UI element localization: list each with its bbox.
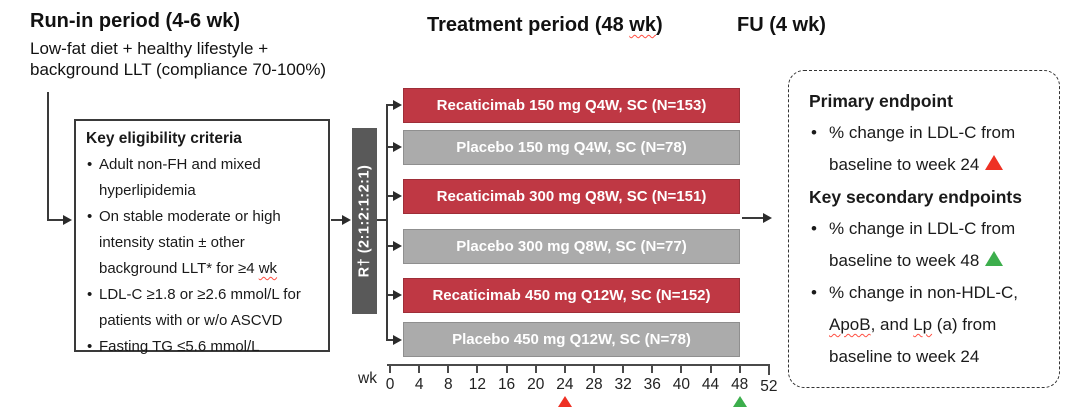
secondary-endpoint-rest: (a) from xyxy=(932,315,997,334)
branch-arrow-arm-6 xyxy=(386,335,402,345)
axis-tick-mark xyxy=(651,366,654,373)
eligibility-bullet-1: Adult non-FH and mixed xyxy=(86,152,320,178)
secondary-endpoint-1-line2: baseline to week 48 xyxy=(809,245,1049,277)
randomization-label: R† (2:1:2:1:2:1) xyxy=(356,164,373,278)
secondary-endpoint-2-line3: baseline to week 24 xyxy=(829,347,980,366)
axis-tick-label: 16 xyxy=(497,376,516,393)
green-triangle-icon xyxy=(985,251,1004,266)
secondary-endpoint-apob: ApoB xyxy=(829,315,871,334)
eligibility-to-randomization-arrow xyxy=(331,215,351,225)
axis-tick-mark xyxy=(680,366,683,373)
axis-tick-mark xyxy=(592,366,595,373)
randomization-branch-stub xyxy=(377,219,388,221)
axis-tick-label: 40 xyxy=(672,376,691,393)
branch-connector-line xyxy=(386,104,388,341)
eligibility-bullet-3: LDL-C ≥1.8 or ≥2.6 mmol/L for xyxy=(86,282,320,308)
treatment-arm-label: Placebo 150 mg Q4W, SC (N=78) xyxy=(456,139,687,156)
treatment-arm-bar: Recaticimab 450 mg Q12W, SC (N=152) xyxy=(403,278,740,313)
red-triangle-icon xyxy=(985,155,1004,170)
runin-to-eligibility-arrow xyxy=(47,215,72,225)
treatment-arm-bar: Placebo 300 mg Q8W, SC (N=77) xyxy=(403,229,740,264)
treatment-arm-label: Placebo 450 mg Q12W, SC (N=78) xyxy=(452,331,691,348)
axis-tick-mark xyxy=(709,366,712,373)
fu-period-title: FU (4 wk) xyxy=(737,14,826,36)
axis-unit-label: wk xyxy=(358,370,377,387)
secondary-endpoint-1-line1: % change in LDL-C from xyxy=(809,213,1049,245)
axis-tick-label: 8 xyxy=(443,376,453,393)
axis-tick-label: 20 xyxy=(527,376,545,393)
randomization-bar: R† (2:1:2:1:2:1) xyxy=(352,128,377,314)
axis-tick-label: 36 xyxy=(643,376,661,393)
branch-arrow-arm-2 xyxy=(386,142,402,152)
treatment-arm-label: Recaticimab 150 mg Q4W, SC (N=153) xyxy=(436,97,707,114)
axis-tick-label: 4 xyxy=(414,376,424,393)
endpoints-box: Primary endpoint % change in LDL-C from … xyxy=(788,70,1060,388)
secondary-endpoint-1-line2-text: baseline to week 48 xyxy=(829,251,980,270)
axis-tick-mark xyxy=(767,366,770,375)
runin-elbow-vertical-line xyxy=(47,92,49,221)
axis-assessment-marker xyxy=(732,396,747,407)
axis-tick-mark xyxy=(738,366,741,373)
treatment-arm-label: Recaticimab 450 mg Q12W, SC (N=152) xyxy=(432,287,711,304)
eligibility-bullet-4: Fasting TG ≤5.6 mmol/L xyxy=(86,334,320,360)
secondary-endpoint-2-line2: ApoB, and Lp (a) from xyxy=(809,309,1049,341)
eligibility-bullet-2-cont2: background LLT* for ≥4 wk xyxy=(86,256,320,282)
axis-tick-mark xyxy=(389,366,391,373)
axis-assessment-marker xyxy=(557,396,572,407)
primary-endpoint-line2: baseline to week 24 xyxy=(809,149,1049,181)
eligibility-b2c2-text: background LLT* for ≥4 xyxy=(99,260,259,277)
primary-endpoint-line2-text: baseline to week 24 xyxy=(829,155,980,174)
eligibility-bullet-1-cont: hyperlipidemia xyxy=(99,182,196,199)
treatment-to-endpoints-arrow xyxy=(742,213,772,223)
treatment-title-wk: wk xyxy=(629,14,656,36)
secondary-endpoint-lp: Lp xyxy=(913,315,933,334)
treatment-title-text: Treatment period (48 xyxy=(427,14,630,36)
axis-tick-mark xyxy=(505,366,508,373)
axis-tick-mark xyxy=(476,366,479,373)
treatment-arm-label: Placebo 300 mg Q8W, SC (N=77) xyxy=(456,238,687,255)
week-axis: 0 4 8 12 16 xyxy=(385,364,777,408)
treatment-arm-bar: Placebo 450 mg Q12W, SC (N=78) xyxy=(403,322,740,357)
axis-tick-label: 24 xyxy=(556,376,574,393)
axis-tick-label: 0 xyxy=(385,376,395,393)
eligibility-bullet-2: On stable moderate or high xyxy=(86,204,320,230)
eligibility-bullet-3-cont: patients with or w/o ASCVD xyxy=(99,312,283,329)
eligibility-bullet-2-cont1: intensity statin ± other xyxy=(99,234,245,251)
runin-description-line2: background LLT (compliance 70-100%) xyxy=(30,60,327,79)
axis-tick-label: 48 xyxy=(731,376,749,393)
treatment-title-close: ) xyxy=(655,14,663,36)
axis-tick-mark xyxy=(418,366,421,373)
eligibility-criteria-box: Key eligibility criteria Adult non-FH an… xyxy=(74,119,330,360)
eligibility-title: Key eligibility criteria xyxy=(86,130,242,147)
treatment-arm-bar: Placebo 150 mg Q4W, SC (N=78) xyxy=(403,130,740,165)
primary-endpoint-title: Primary endpoint xyxy=(809,91,953,111)
axis-tick-mark xyxy=(447,366,450,373)
branch-arrow-arm-1 xyxy=(386,100,402,110)
axis-tick-mark xyxy=(622,366,625,373)
branch-arrow-arm-5 xyxy=(386,290,402,300)
treatment-arm-bar: Recaticimab 300 mg Q8W, SC (N=151) xyxy=(403,179,740,214)
axis-tick-label: 12 xyxy=(468,376,487,393)
runin-description-line1: Low-fat diet + healthy lifestyle + xyxy=(30,39,269,58)
treatment-period-title: Treatment period (48 wk) xyxy=(427,14,663,37)
branch-arrow-arm-4 xyxy=(386,241,402,251)
treatment-arm-label: Recaticimab 300 mg Q8W, SC (N=151) xyxy=(436,188,707,205)
secondary-endpoint-2-line1: % change in non-HDL-C, xyxy=(809,277,1049,309)
axis-tick-label: 44 xyxy=(701,376,720,393)
eligibility-b2c2-wk: wk xyxy=(258,260,278,277)
axis-tick-mark xyxy=(534,366,537,373)
axis-tick-label: 52 xyxy=(760,378,778,395)
runin-period-title: Run-in period (4-6 wk) xyxy=(30,10,240,32)
secondary-endpoints-title: Key secondary endpoints xyxy=(809,187,1022,207)
branch-arrow-arm-3 xyxy=(386,191,402,201)
primary-endpoint-line1: % change in LDL-C from xyxy=(809,117,1049,149)
axis-tick-label: 32 xyxy=(614,376,632,393)
secondary-endpoint-mid: , and xyxy=(870,315,914,334)
treatment-arms: Recaticimab 150 mg Q4W, SC (N=153) Place… xyxy=(403,88,740,358)
treatment-arm-bar: Recaticimab 150 mg Q4W, SC (N=153) xyxy=(403,88,740,123)
axis-tick-label: 28 xyxy=(585,376,603,393)
axis-tick-mark xyxy=(563,366,566,373)
